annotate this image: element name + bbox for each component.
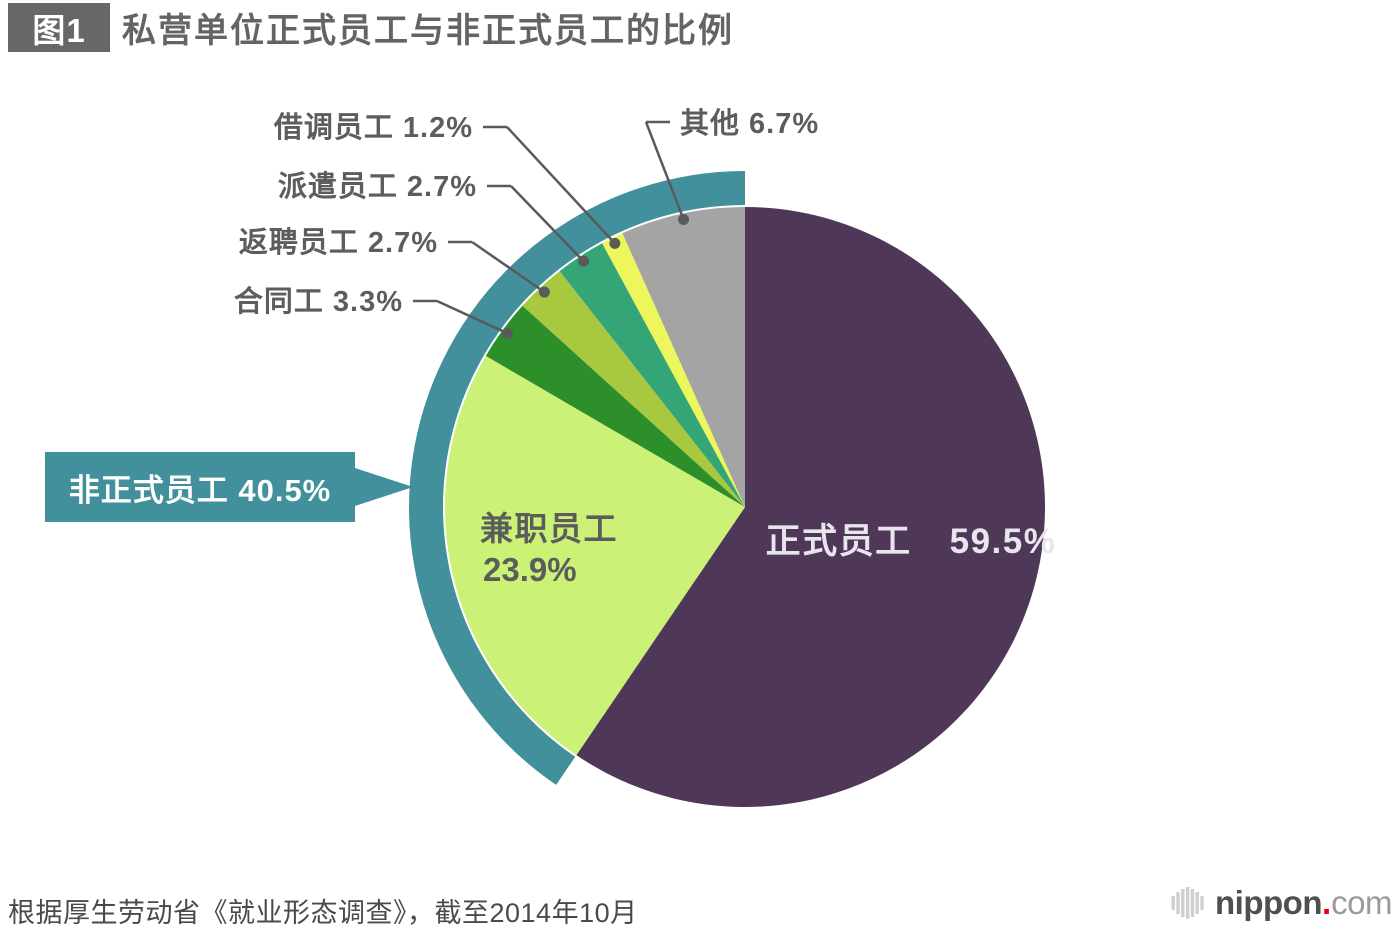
slice-label-seconded-employees: 借调员工 1.2% (273, 111, 473, 144)
pie-slice-other (622, 207, 745, 507)
pie-slice-dispatched-employees (559, 243, 745, 507)
nippon-logo-text: nippon. com (1215, 884, 1392, 922)
pie-slice-seconded-employees (602, 233, 745, 508)
slice-label-contract-workers: 合同工 3.3% (234, 285, 403, 318)
leader-dot-contract-workers (502, 327, 514, 339)
figure-badge: 图1 (8, 3, 110, 52)
leader-line-rehired-employees (471, 240, 546, 294)
slice-label-other: 其他 6.7% (680, 107, 819, 140)
non-regular-callout-label: 非正式员工 40.5% (68, 472, 332, 508)
source-note: 根据厚生劳动省《就业形态调查》，截至2014年10月 (8, 898, 638, 928)
page-title: 私营单位正式员工与非正式员工的比例 (122, 12, 734, 50)
leader-line-contract-workers (436, 299, 509, 335)
slice-label-dispatched-employees: 派遣员工 2.7% (278, 170, 477, 203)
pie-slice-part-time-employees (445, 355, 745, 756)
hexagon-bar (1185, 887, 1190, 919)
hexagon-bar (1176, 892, 1180, 914)
logo-tld: com (1331, 884, 1392, 921)
nippon-logo: nippon. com (1170, 884, 1392, 922)
leader-dot-rehired-employees (538, 286, 550, 298)
slice-value-part-time-employees: 23.9% (483, 551, 577, 588)
pie-slice-contract-workers (485, 305, 745, 507)
hexagon-bar (1200, 896, 1204, 910)
hexagon-bar (1190, 889, 1195, 917)
leader-line-other (644, 121, 685, 220)
pie-slice-rehired-employees (522, 271, 745, 507)
hexagon-bar (1181, 889, 1185, 917)
hexagon-bar (1171, 896, 1175, 910)
striped-hexagon-icon (1170, 885, 1206, 921)
logo-dot: . (1321, 884, 1332, 921)
hexagon-bar (1195, 892, 1199, 914)
non-regular-callout: 非正式员工 40.5% (45, 452, 355, 522)
group-ring-non-regular-group (409, 170, 745, 785)
leader-dot-other (678, 213, 690, 225)
leader-dot-seconded-employees (609, 237, 621, 249)
leader-dot-dispatched-employees (578, 255, 590, 267)
logo-name: nippon (1215, 884, 1322, 921)
slice-label-part-time-employees: 兼职员工 (480, 510, 618, 547)
pie-slice-regular-employees (576, 207, 1045, 807)
leader-line-seconded-employees (506, 126, 616, 245)
leader-line-dispatched-employees (510, 185, 585, 263)
slice-label-rehired-employees: 返聘员工 2.7% (239, 226, 438, 259)
slice-label-regular-employees: 正式员工 59.5% (766, 522, 1057, 561)
